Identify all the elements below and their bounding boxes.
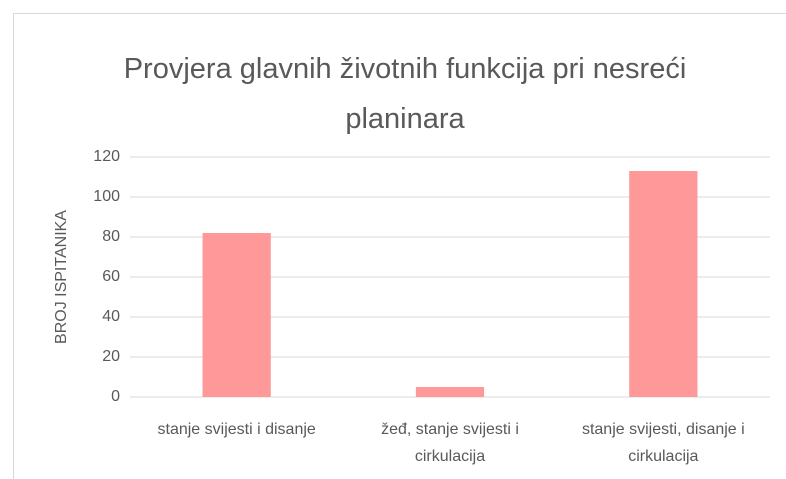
y-tick-label: 20 xyxy=(102,348,120,365)
chart-title: Provjera glavnih životnih funkcija pri n… xyxy=(123,53,687,135)
y-tick-label: 0 xyxy=(111,388,120,405)
x-tick-label: stanje svijesti, disanje i cirkulacija xyxy=(581,421,745,465)
y-tick-label: 100 xyxy=(93,188,120,205)
x-tick-label: žeđ, stanje svijesti i cirkulacija xyxy=(381,421,519,465)
x-tick-label: stanje svijesti i disanje xyxy=(157,421,316,438)
y-axis-label: BROJ ISPITANIKA xyxy=(53,210,70,344)
bar xyxy=(415,387,485,397)
y-tick-label: 40 xyxy=(102,308,120,325)
bar xyxy=(202,233,271,397)
bar xyxy=(629,171,698,397)
y-tick-label: 60 xyxy=(102,268,120,285)
y-tick-label: 120 xyxy=(93,148,120,165)
y-tick-label: 80 xyxy=(102,228,120,245)
chart-border xyxy=(13,13,786,479)
